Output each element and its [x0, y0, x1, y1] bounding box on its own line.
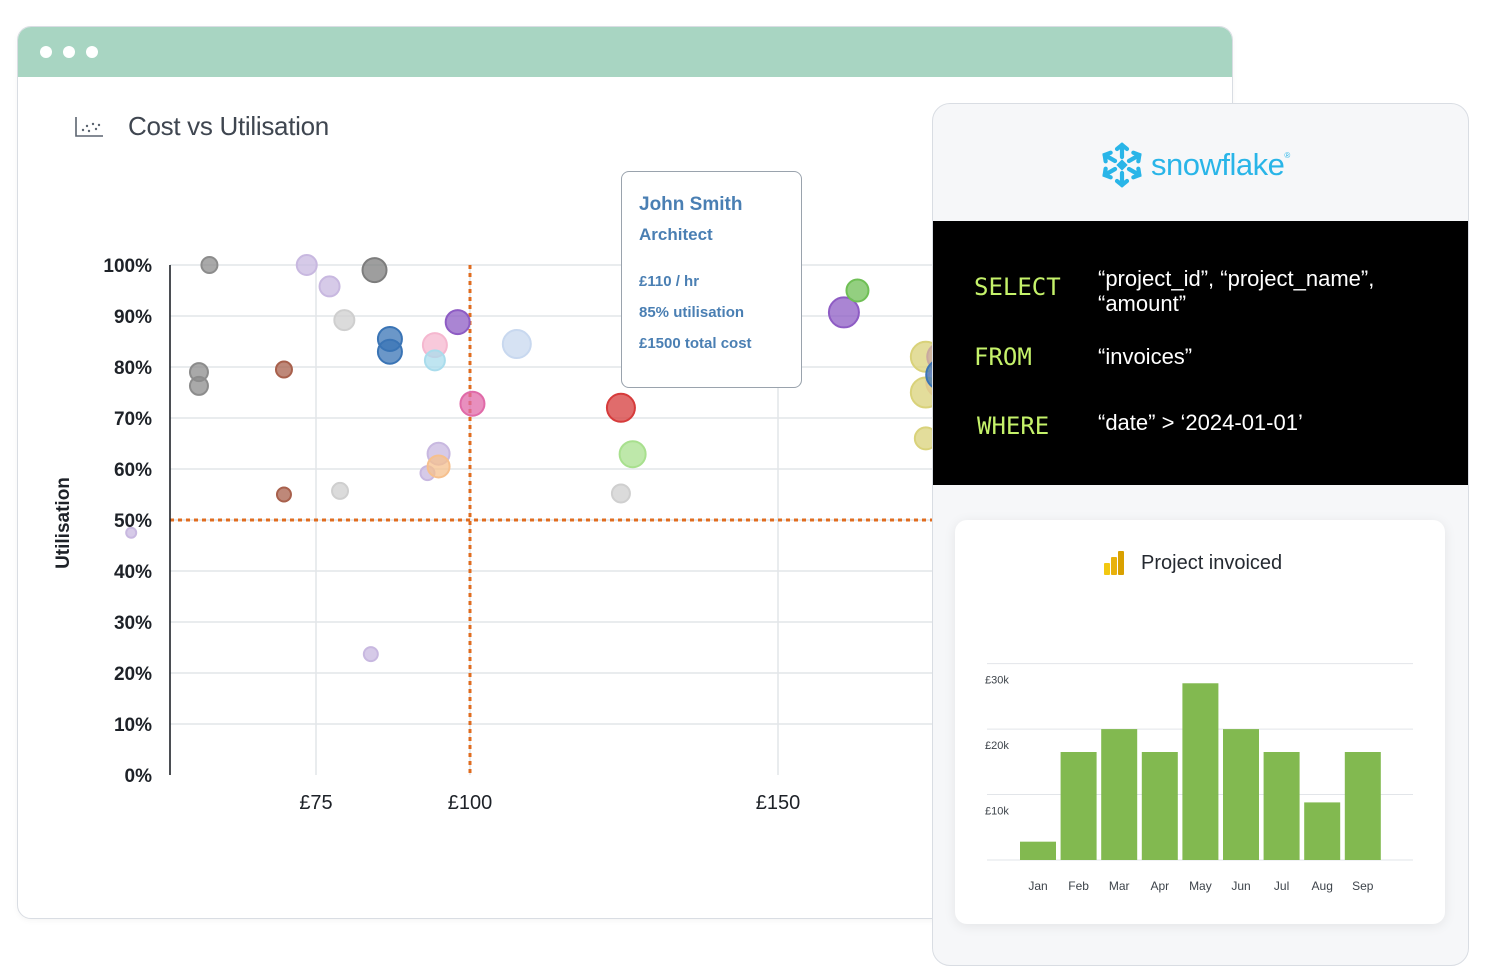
bar-feb [1060, 752, 1097, 860]
bar-y-tick-label: £10k [985, 806, 1009, 818]
y-tick-label: 50% [114, 511, 152, 532]
bar-jun [1223, 729, 1259, 860]
bar-x-tick-label: Apr [1150, 879, 1169, 893]
sql-where-value: “date” > ‘2024-01-01’ [1098, 410, 1303, 435]
y-tick-label: 60% [114, 460, 152, 481]
bar-x-tick-label: Feb [1068, 879, 1089, 893]
bar-x-tick-label: Aug [1312, 879, 1333, 893]
tooltip-total-cost: £1500 total cost [639, 335, 752, 352]
y-tick-label: 80% [114, 358, 152, 379]
bar-y-tick-label: £20k [985, 740, 1009, 752]
y-tick-label: 0% [125, 766, 153, 787]
sql-query-block: SELECT “project_id”, “project_name”, “am… [933, 221, 1468, 485]
scatter-point [361, 257, 388, 284]
y-tick-label: 10% [114, 715, 152, 736]
scatter-point [188, 375, 209, 396]
bar-mar [1101, 729, 1138, 860]
y-tick-label: 30% [114, 613, 152, 634]
bar-jan [1020, 841, 1056, 860]
snowflake-logo: snowflake ® [1099, 142, 1290, 188]
window-dot-icon[interactable] [63, 46, 75, 58]
bar-x-tick-label: May [1189, 879, 1212, 893]
bar-x-tick-label: Sep [1352, 879, 1374, 893]
x-tick-label: £150 [756, 792, 801, 814]
window-dot-icon[interactable] [40, 46, 52, 58]
point-tooltip: John Smith Architect £110 / hr 85% utili… [621, 171, 802, 388]
y-axis-label: Utilisation [53, 477, 74, 569]
x-tick-label: £100 [448, 792, 493, 814]
tooltip-role: Architect [639, 225, 713, 244]
bar-may [1182, 683, 1219, 860]
y-tick-label: 70% [114, 409, 152, 430]
scatter-point [618, 440, 647, 469]
scatter-point [845, 278, 870, 303]
bar-y-tick-label: £30k [985, 675, 1009, 687]
scatter-point [333, 309, 356, 332]
scatter-point [200, 256, 219, 274]
scatter-point [444, 309, 471, 336]
data-source-panel: snowflake ® SELECT “project_id”, “projec… [932, 103, 1469, 966]
chart-title: Cost vs Utilisation [128, 111, 329, 141]
window-titlebar [18, 27, 1232, 77]
brand-registered-mark: ® [1284, 150, 1291, 160]
y-tick-label: 40% [114, 562, 152, 583]
bar-sep [1344, 752, 1381, 860]
tooltip-name: John Smith [639, 194, 743, 215]
sql-select-keyword: SELECT [974, 273, 1061, 301]
y-tick-label: 90% [114, 307, 152, 328]
scatter-point [125, 526, 138, 539]
tooltip-rate: £110 / hr [639, 273, 700, 290]
bar-x-tick-label: Jul [1274, 879, 1289, 893]
chart-heading: Cost vs Utilisation [74, 111, 329, 142]
sql-select-value-cont: “amount” [1098, 291, 1187, 316]
bar-x-tick-label: Jan [1028, 879, 1047, 893]
bar-chart-heading: Project invoiced [1103, 550, 1282, 576]
sql-from-value: “invoices” [1098, 344, 1193, 369]
scatter-point [275, 486, 292, 503]
bar-x-tick-label: Jun [1231, 879, 1250, 893]
scatter-chart-icon [75, 116, 103, 137]
y-tick-label: 20% [114, 664, 152, 685]
scatter-point [610, 483, 631, 504]
bar-chart: £10k £20k £30k Jan Feb Mar Apr May Jun Jul Aug Sep [985, 663, 1413, 893]
scatter-point [827, 296, 860, 329]
bar-apr [1141, 752, 1178, 860]
scatter-point [501, 329, 532, 360]
tooltip-utilisation: 85% utilisation [639, 304, 745, 321]
scatter-point [605, 392, 636, 423]
sql-where-keyword: WHERE [977, 412, 1050, 440]
x-tick-label: £75 [299, 792, 332, 814]
scatter-point [331, 481, 350, 500]
y-tick-label: 100% [103, 256, 152, 277]
scatter-point [376, 338, 403, 365]
scatter-point [459, 390, 486, 417]
bar-x-tick-label: Mar [1109, 879, 1130, 893]
scatter-point [423, 349, 446, 372]
power-bi-icon [1104, 551, 1124, 575]
brand-name: snowflake [1151, 147, 1285, 182]
sql-from-keyword: FROM [974, 343, 1032, 371]
sql-select-value: “project_id”, “project_name”, [1098, 266, 1375, 291]
bar-aug [1304, 802, 1341, 860]
project-invoiced-card: Project invoiced £10k £20k £30k Jan Feb Mar Ap… [955, 520, 1445, 924]
window-dot-icon[interactable] [86, 46, 98, 58]
scatter-point [318, 275, 341, 298]
bar-chart-title: Project invoiced [1141, 551, 1283, 574]
snowflake-icon [1102, 142, 1142, 188]
scatter-point [426, 454, 451, 479]
scatter-point [362, 646, 379, 663]
scatter-point [274, 360, 293, 379]
bar-jul [1263, 752, 1300, 860]
scatter-point [295, 254, 318, 276]
